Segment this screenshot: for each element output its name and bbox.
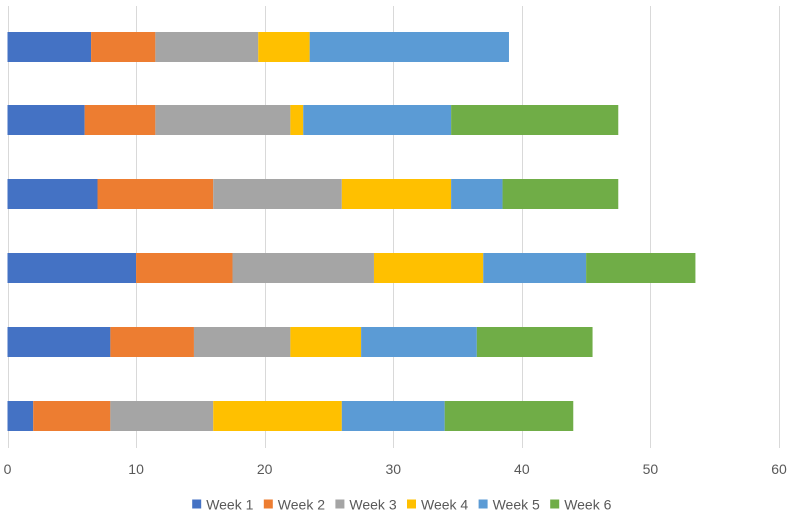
bar-segment-week-6: [476, 327, 593, 357]
bar-segment-week-5: [483, 253, 587, 283]
bar-segment-week-4: [213, 401, 342, 431]
bar-segment-week-1: [7, 105, 85, 135]
bar-segment-week-5: [361, 327, 477, 357]
bar-segment-week-3: [155, 105, 291, 135]
bar-segment-week-1: [7, 401, 34, 431]
x-tick-label: 40: [514, 461, 530, 477]
legend-swatch-week-5: [478, 499, 488, 509]
bar-segment-week-2: [84, 105, 156, 135]
bar-segment-week-1: [7, 179, 98, 209]
bar-segment-week-6: [451, 105, 619, 135]
legend-label-week-6: Week 6: [564, 497, 611, 513]
bar-segment-week-2: [97, 179, 214, 209]
legend-label-week-5: Week 5: [493, 497, 540, 513]
legend-label-week-2: Week 2: [278, 497, 325, 513]
legend-label-week-1: Week 1: [206, 497, 253, 513]
legend-swatch-week-3: [335, 499, 345, 509]
legend: Week 1 Week 2 Week 3 Week 4 Week 5 Week 6: [192, 497, 612, 513]
bar-segment-week-3: [232, 253, 374, 283]
x-tick-label: 20: [257, 461, 273, 477]
legend-swatch-week-6: [550, 499, 560, 509]
legend-swatch-week-4: [407, 499, 416, 509]
legend-label-week-4: Week 4: [421, 497, 468, 513]
x-tick-label: 0: [4, 461, 12, 477]
bar-segment-week-4: [290, 105, 304, 135]
bar-segment-week-1: [7, 327, 111, 357]
bars: [7, 32, 696, 431]
bar-segment-week-4: [341, 179, 452, 209]
bar-segment-week-3: [155, 32, 259, 62]
legend-label-week-3: Week 3: [349, 497, 396, 513]
bar-segment-week-3: [110, 401, 214, 431]
bar-segment-week-5: [451, 179, 503, 209]
x-tick-label: 50: [643, 461, 659, 477]
bar-segment-week-5: [309, 32, 509, 62]
x-axis: 0 10 20 30 40 50 60: [4, 461, 787, 477]
x-tick-label: 10: [128, 461, 144, 477]
bar-segment-week-6: [444, 401, 574, 431]
bar-segment-week-5: [303, 105, 452, 135]
bar-segment-week-5: [341, 401, 445, 431]
bar-segment-week-6: [502, 179, 619, 209]
gridlines: [8, 6, 780, 448]
bar-segment-week-2: [91, 32, 156, 62]
bar-segment-week-3: [193, 327, 291, 357]
bar-segment-week-4: [373, 253, 484, 283]
bar-segment-week-4: [290, 327, 362, 357]
bar-segment-week-1: [7, 253, 137, 283]
x-tick-label: 30: [385, 461, 401, 477]
bar-segment-week-2: [136, 253, 233, 283]
bar-segment-week-6: [586, 253, 696, 283]
legend-swatch-week-1: [192, 499, 202, 509]
legend-swatch-week-2: [263, 499, 273, 509]
bar-segment-week-2: [110, 327, 194, 357]
bar-segment-week-1: [7, 32, 92, 62]
bar-segment-week-4: [258, 32, 310, 62]
x-tick-label: 60: [771, 461, 787, 477]
bar-segment-week-2: [33, 401, 111, 431]
bar-segment-week-3: [213, 179, 342, 209]
